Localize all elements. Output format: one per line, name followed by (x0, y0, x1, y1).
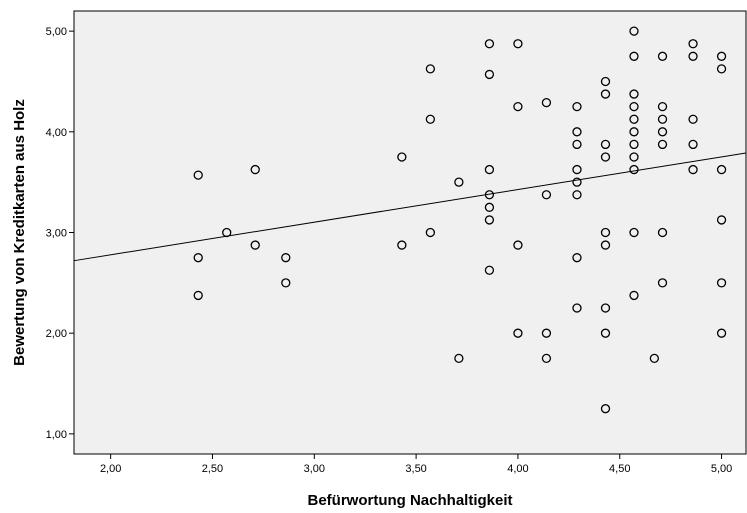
data-point (541, 353, 552, 364)
data-point (629, 26, 639, 36)
axes: 2,00 2,50 3,00 3,50 4,00 4,50 5,00 1,00 2,00 3,00… (46, 26, 733, 475)
x-tick-label: 5,00 (711, 463, 732, 475)
data-point (572, 101, 582, 112)
y-tick-label: 4,00 (46, 127, 67, 139)
x-axis-title: Befürwortung Nachhaltigkeit (307, 492, 512, 509)
data-point (572, 177, 582, 187)
y-tick-label: 1,00 (46, 429, 67, 441)
x-tick-label: 3,50 (405, 463, 426, 475)
data-point (454, 177, 464, 187)
plot-area (73, 10, 747, 455)
data-point (572, 303, 582, 313)
data-point (657, 278, 668, 288)
data-point (484, 202, 495, 212)
regression-line-group (73, 152, 747, 262)
data-point (572, 127, 582, 137)
x-tick-label: 3,00 (304, 463, 325, 475)
y-tick-label: 2,00 (46, 328, 67, 340)
data-point (572, 190, 582, 200)
data-point (484, 39, 495, 49)
data-point (629, 51, 639, 61)
data-point (250, 240, 260, 250)
data-point (454, 353, 464, 364)
y-axis-title: Bewertung von Kreditkarten aus Holz (11, 99, 28, 366)
data-point (629, 164, 639, 175)
data-point (513, 101, 523, 112)
data-point (600, 240, 611, 250)
data-point (629, 290, 639, 301)
data-point (688, 39, 698, 49)
y-tick-label: 5,00 (46, 26, 67, 38)
data-point (600, 139, 611, 150)
x-tick-label: 2,00 (100, 463, 121, 475)
data-point (484, 69, 495, 80)
data-point (484, 265, 495, 275)
data-point (484, 164, 495, 175)
data-point (600, 152, 611, 162)
data-point (281, 253, 291, 263)
data-point (541, 190, 552, 200)
y-tick-label: 3,00 (46, 228, 67, 240)
data-point (657, 139, 668, 150)
regression-line (73, 152, 747, 262)
data-point (193, 253, 203, 263)
data-point (716, 51, 727, 61)
data-point (572, 164, 582, 175)
data-point (397, 152, 407, 162)
data-point (541, 97, 552, 108)
data-point (222, 227, 232, 238)
data-point (657, 51, 668, 61)
data-point (657, 114, 668, 124)
data-point (572, 253, 582, 263)
data-point (513, 240, 523, 250)
data-point (541, 328, 552, 338)
data-point (193, 290, 203, 301)
data-point (629, 127, 639, 137)
data-point (600, 328, 611, 338)
data-point (513, 39, 523, 49)
data-point (572, 139, 582, 150)
data-point (688, 164, 698, 175)
data-point (629, 89, 639, 99)
data-point (649, 353, 660, 364)
data-point (688, 139, 698, 150)
data-point (688, 114, 698, 124)
data-point (629, 114, 639, 124)
data-point (600, 227, 611, 238)
data-point (600, 303, 611, 313)
data-point (629, 227, 639, 238)
data-point (657, 101, 668, 112)
data-point (484, 215, 495, 225)
x-tick-label: 4,00 (507, 463, 528, 475)
data-point (657, 227, 668, 238)
data-point (397, 240, 407, 250)
data-point (716, 328, 727, 338)
data-point (193, 170, 203, 180)
data-point (250, 164, 260, 175)
x-tick-label: 2,50 (202, 463, 223, 475)
data-point (688, 51, 698, 61)
data-point (425, 227, 436, 238)
data-point (716, 278, 727, 288)
data-point (716, 215, 727, 225)
data-point (600, 76, 611, 87)
data-point (629, 101, 639, 112)
data-point (425, 114, 436, 124)
data-point (716, 64, 727, 74)
data-point (629, 152, 639, 162)
x-tick-label: 4,50 (609, 463, 630, 475)
data-point (513, 328, 523, 338)
data-point (484, 190, 495, 200)
data-points (193, 26, 727, 414)
data-point (716, 164, 727, 175)
data-point (629, 139, 639, 150)
data-point (600, 404, 611, 414)
data-point (281, 278, 291, 288)
data-point (600, 89, 611, 99)
data-point (425, 64, 436, 74)
data-point (657, 127, 668, 137)
